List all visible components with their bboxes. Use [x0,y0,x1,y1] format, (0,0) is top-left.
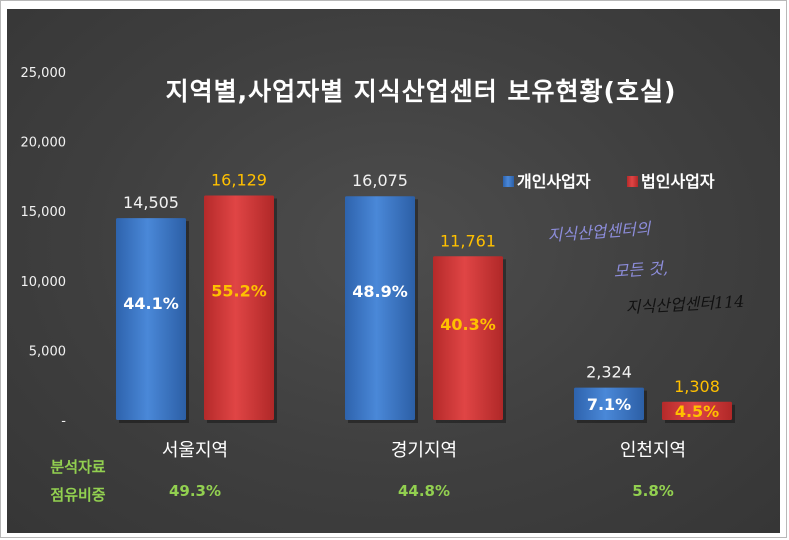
value-label-corporate-seoul: 16,129 [211,170,267,189]
y-tick-label: 5,000 [29,344,66,359]
pct-label-corporate-seoul: 55.2% [211,282,267,301]
legend-label-individual: 개인사업자 [517,172,591,191]
category-label-seoul: 서울지역 [162,440,228,461]
annotation-line-2: 모든 것, [613,258,669,281]
share-row: 분석자료 점유비중 49.3% 44.8% 5.8% [50,458,673,504]
value-label-individual-incheon: 2,324 [586,363,632,382]
bar-corporate-gyeonggi [433,256,503,420]
share-value-incheon: 5.8% [632,482,674,500]
share-value-gyeonggi: 44.8% [398,482,450,500]
annotation-line-3: 지식산업센터114 [625,292,745,317]
share-row-label-line1: 분석자료 [50,458,105,476]
legend-swatch-corporate [627,176,638,187]
y-tick-label: 20,000 [21,136,67,151]
watermark-annotation: 지식산업센터의 모든 것, 지식산업센터114 [547,219,745,317]
y-tick-label: 15,000 [21,205,67,220]
category-label-incheon: 인천지역 [620,440,686,461]
bar-individual-gyeonggi [345,196,415,420]
y-tick-label: - [61,414,66,429]
value-label-individual-seoul: 14,505 [123,193,179,212]
category-label-gyeonggi: 경기지역 [391,440,457,461]
pct-label-individual-gyeonggi: 48.9% [352,282,408,301]
bar-individual-seoul [116,218,186,420]
legend: 개인사업자 법인사업자 [503,172,715,191]
pct-label-individual-seoul: 44.1% [123,294,179,313]
bar-corporate-seoul [204,195,274,420]
pct-label-corporate-gyeonggi: 40.3% [440,315,496,334]
y-tick-label: 25,000 [21,66,67,81]
legend-swatch-individual [503,176,514,187]
value-label-corporate-incheon: 1,308 [674,377,720,396]
legend-label-corporate: 법인사업자 [641,172,715,191]
chart-title: 지역별,사업자별 지식산업센터 보유현황(호실) [166,77,677,106]
annotation-line-1: 지식산업센터의 [547,219,652,245]
pct-label-individual-incheon: 7.1% [587,395,631,414]
share-row-label-line2: 점유비중 [50,486,105,504]
value-label-corporate-gyeonggi: 11,761 [440,231,496,250]
share-value-seoul: 49.3% [169,482,221,500]
value-label-individual-gyeonggi: 16,075 [352,171,408,190]
pct-label-corporate-incheon: 4.5% [675,402,719,421]
y-tick-label: 10,000 [21,275,67,290]
